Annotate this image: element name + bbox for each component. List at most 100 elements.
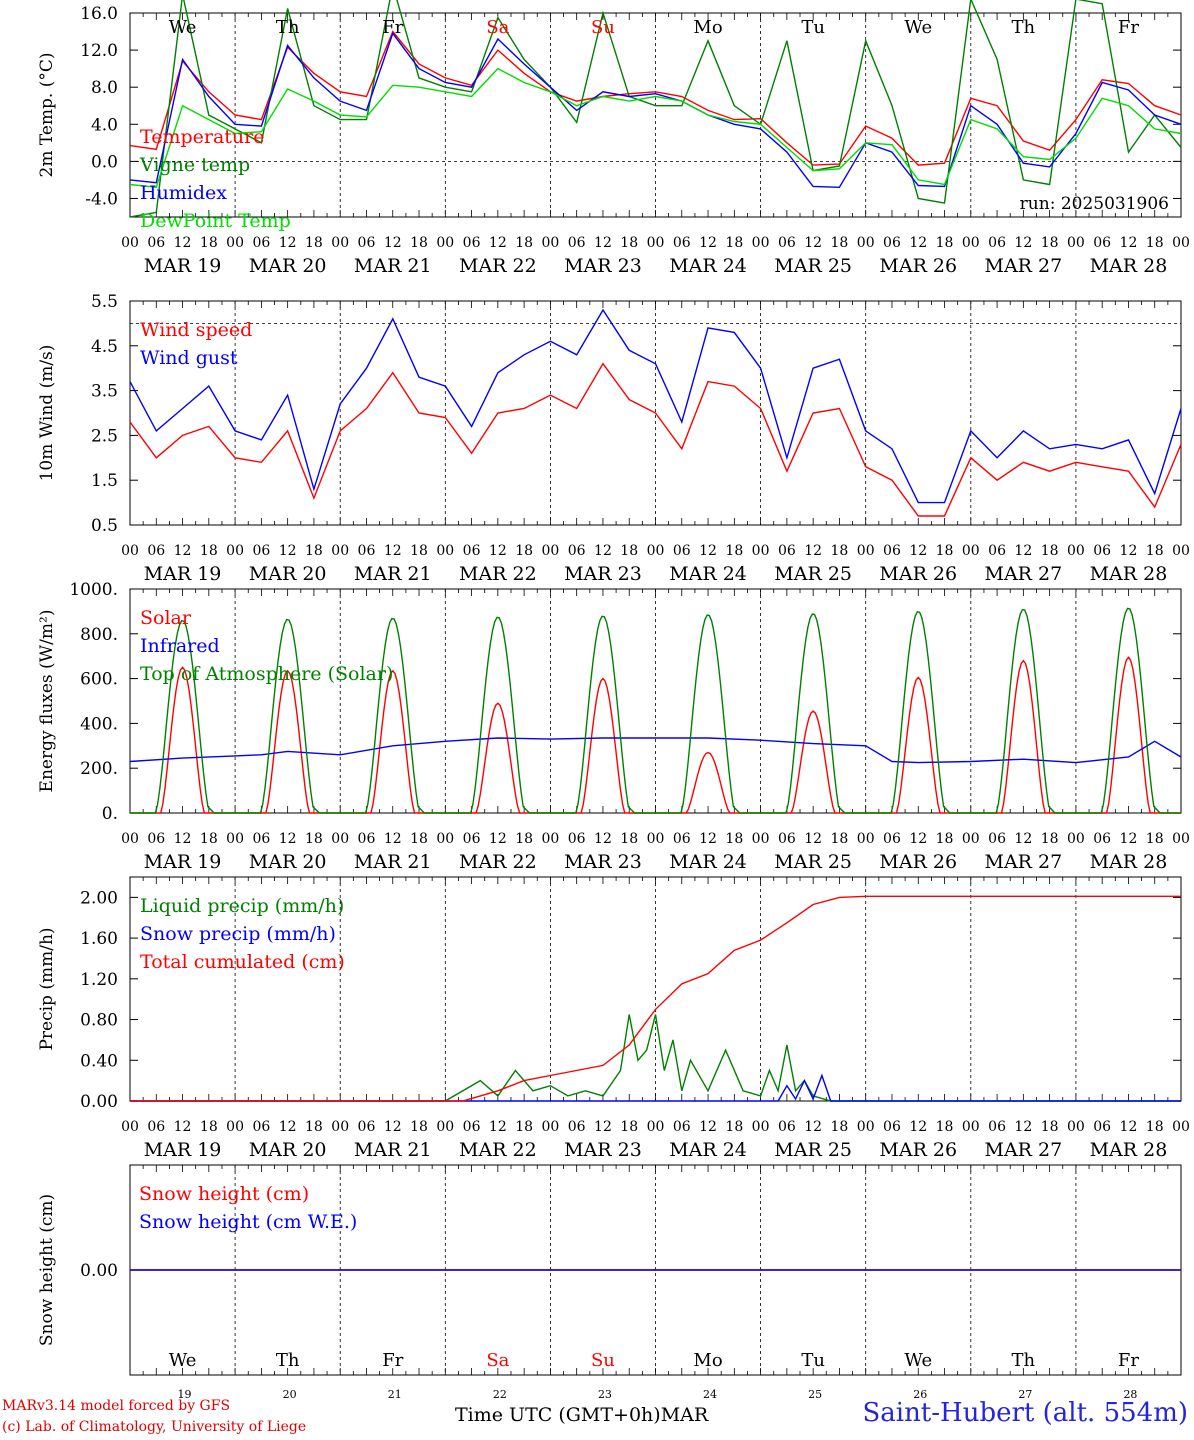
- day-number: 22: [493, 1388, 507, 1401]
- hour-label: 12: [384, 831, 402, 847]
- hour-label: 00: [962, 831, 980, 847]
- hour-label: 12: [699, 831, 717, 847]
- legend-entry: Snow height (cm): [139, 1183, 309, 1205]
- hour-label: 12: [699, 235, 717, 251]
- hour-label: 12: [384, 235, 402, 251]
- hour-label: 12: [279, 831, 297, 847]
- date-label: MAR 28: [1090, 1139, 1168, 1161]
- hour-label: 06: [778, 1119, 796, 1135]
- panel-5: 0.00 Snow height (cm) Snow height (cm) Snow…: [37, 1164, 1182, 1376]
- day-label: Mo: [693, 17, 722, 38]
- hour-label: 12: [1014, 543, 1032, 559]
- hour-label: 06: [568, 831, 586, 847]
- legend-entry: Solar: [140, 607, 192, 629]
- day-number: 28: [1123, 1388, 1137, 1401]
- hour-label: 06: [673, 831, 691, 847]
- day-number: 24: [703, 1388, 717, 1401]
- date-label: MAR 21: [354, 1139, 432, 1161]
- panel-1: 16.0 12.0 8.0 4.0 0.0 -4.0 2m Temp. (°C) Temper…: [37, 0, 1190, 277]
- hour-label: 00: [752, 831, 770, 847]
- day-label: Th: [276, 17, 300, 38]
- hour-label: 06: [147, 235, 165, 251]
- date-label: MAR 25: [774, 1139, 852, 1161]
- day-number: 23: [598, 1388, 612, 1401]
- hour-label: 18: [620, 1119, 638, 1135]
- hour-label: 18: [620, 235, 638, 251]
- hour-label: 00: [331, 1119, 349, 1135]
- hour-label: 12: [174, 831, 192, 847]
- hour-label: 12: [909, 543, 927, 559]
- hour-label: 12: [594, 543, 612, 559]
- hour-label: 06: [358, 543, 376, 559]
- y-tick-label: 1000.: [69, 580, 118, 600]
- legend-entry: Wind speed: [140, 319, 252, 341]
- hour-label: 12: [174, 543, 192, 559]
- hour-label: 18: [515, 235, 533, 251]
- hour-label: 06: [988, 1119, 1006, 1135]
- hour-label: 18: [410, 1119, 428, 1135]
- series-line: [130, 895, 1181, 1102]
- hour-label: 06: [568, 235, 586, 251]
- run-annotation: run: 2025031906: [1020, 194, 1169, 214]
- hour-label: 00: [752, 1119, 770, 1135]
- hour-label: 00: [121, 1119, 139, 1135]
- hour-label: 00: [647, 235, 665, 251]
- panel-3: 1000. 800. 600. 400. 200. 0. Energy fluxes (W/…: [37, 580, 1190, 873]
- legend-entry: Infrared: [140, 635, 220, 657]
- date-label: MAR 23: [564, 255, 642, 277]
- legend-entry: Vigne temp: [139, 154, 250, 176]
- hour-label: 06: [568, 543, 586, 559]
- date-label: MAR 22: [459, 255, 537, 277]
- hour-label: 18: [936, 235, 954, 251]
- series-line: [130, 1014, 1181, 1102]
- day-label: Mo: [693, 1350, 722, 1371]
- hour-label: 18: [200, 831, 218, 847]
- hour-label: 12: [1120, 235, 1138, 251]
- hour-label: 18: [725, 235, 743, 251]
- hour-label: 06: [147, 1119, 165, 1135]
- date-label: MAR 25: [774, 851, 852, 873]
- hour-label: 12: [1014, 235, 1032, 251]
- hour-label: 00: [331, 831, 349, 847]
- hour-label: 00: [857, 831, 875, 847]
- hour-label: 06: [883, 1119, 901, 1135]
- date-label: MAR 20: [249, 255, 327, 277]
- hour-label: 06: [463, 831, 481, 847]
- y-tick-label: 200.: [80, 759, 118, 779]
- hour-label: 18: [305, 1119, 323, 1135]
- date-label: MAR 21: [354, 255, 432, 277]
- hour-label: 18: [831, 543, 849, 559]
- hour-label: 00: [647, 543, 665, 559]
- hour-label: 12: [594, 831, 612, 847]
- hour-label: 18: [1146, 1119, 1164, 1135]
- hour-label: 06: [358, 831, 376, 847]
- hour-label: 06: [1093, 1119, 1111, 1135]
- date-label: MAR 28: [1090, 255, 1168, 277]
- lab-credit: (c) Lab. of Climatology, University of L…: [2, 1419, 307, 1435]
- hour-label: 00: [1172, 235, 1190, 251]
- hour-label: 06: [778, 543, 796, 559]
- y-tick-label: 0.00: [80, 1092, 118, 1112]
- day-number: 20: [283, 1388, 297, 1401]
- hour-label: 00: [541, 235, 559, 251]
- date-label: MAR 19: [144, 1139, 222, 1161]
- hour-label: 00: [226, 235, 244, 251]
- hour-label: 00: [436, 1119, 454, 1135]
- hour-label: 00: [226, 543, 244, 559]
- day-label: Th: [1012, 17, 1036, 38]
- hour-label: 06: [883, 235, 901, 251]
- hour-label: 18: [1041, 235, 1059, 251]
- hour-label: 06: [1093, 831, 1111, 847]
- y-tick-label: 400.: [80, 714, 118, 734]
- date-label: MAR 22: [459, 851, 537, 873]
- hour-label: 18: [1146, 831, 1164, 847]
- hour-label: 00: [226, 1119, 244, 1135]
- hour-label: 12: [909, 1119, 927, 1135]
- date-label: MAR 22: [459, 1139, 537, 1161]
- hour-label: 00: [1172, 831, 1190, 847]
- y-axis-label: 10m Wind (m/s): [37, 345, 57, 482]
- hour-label: 06: [673, 1119, 691, 1135]
- hour-label: 12: [804, 543, 822, 559]
- hour-label: 18: [936, 1119, 954, 1135]
- hour-label: 18: [200, 543, 218, 559]
